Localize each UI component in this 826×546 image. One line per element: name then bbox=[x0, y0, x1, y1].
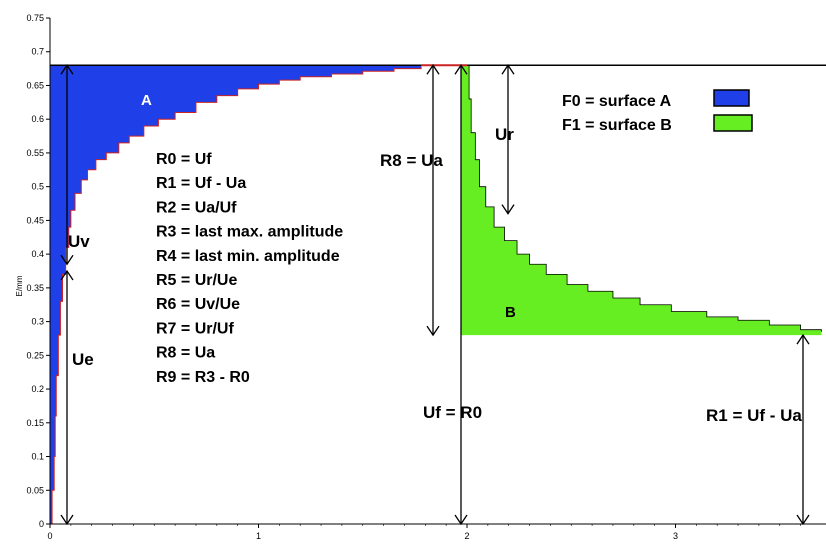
y-tick-label: 0.5 bbox=[31, 182, 44, 192]
formula-list: R0 = Uf R1 = Uf - Ua R2 = Ua/Uf R3 = last m… bbox=[156, 151, 343, 386]
r8-label: R8 = Ua bbox=[380, 151, 443, 170]
uf-label: Uf = R0 bbox=[423, 403, 482, 422]
y-tick-label: 0.3 bbox=[31, 317, 44, 327]
formula-4: R4 = last min. amplitude bbox=[156, 248, 340, 265]
arrow-head-up bbox=[501, 64, 515, 75]
x-tick-label: 2 bbox=[464, 531, 469, 541]
y-tick-label: 0.4 bbox=[31, 249, 44, 259]
arrow-head-up bbox=[796, 333, 810, 345]
formula-6: R6 = Uv/Ue bbox=[156, 296, 240, 313]
arrow-head-up bbox=[60, 64, 74, 75]
formula-3: R3 = last max. amplitude bbox=[156, 224, 343, 241]
arrow-head-down bbox=[60, 514, 74, 526]
arrow-head-up bbox=[426, 64, 440, 75]
formula-8: R8 = Ua bbox=[156, 345, 215, 362]
formula-2: R2 = Ua/Uf bbox=[156, 199, 237, 216]
chart-marks bbox=[50, 64, 826, 525]
legend-swatch-surface-b bbox=[713, 114, 753, 132]
formula-1: R1 = Uf - Ua bbox=[156, 175, 246, 192]
y-tick-label: 0.7 bbox=[31, 47, 44, 57]
x-tick-label: 1 bbox=[256, 531, 261, 541]
y-tick-label: 0 bbox=[39, 519, 44, 529]
r1-label: R1 = Uf - Ua bbox=[706, 406, 802, 425]
x-tick-label: 3 bbox=[673, 531, 678, 541]
arrow-head-up bbox=[60, 269, 74, 281]
region-a-label: A bbox=[141, 92, 152, 109]
y-tick-label: 0.2 bbox=[31, 384, 44, 394]
formula-0: R0 = Uf bbox=[156, 151, 212, 168]
y-tick-label: 0.55 bbox=[26, 148, 44, 158]
region-b-label: B bbox=[505, 304, 516, 321]
legend-label-surface-a: F0 = surface A bbox=[562, 93, 672, 110]
y-tick-label: 0.45 bbox=[26, 215, 44, 225]
y-tick-label: 0.75 bbox=[26, 13, 44, 23]
y-axis-label: E/mm bbox=[15, 275, 24, 296]
y-tick-label: 0.25 bbox=[26, 350, 44, 360]
y-tick-label: 0.05 bbox=[26, 485, 44, 495]
arrow-head-down bbox=[796, 514, 810, 526]
relaxation-curve bbox=[467, 64, 822, 332]
axes: 0 0.05 0.1 0.15 0.2 0.25 0.3 0.35 0.4 0.45 0.5 0.55… bbox=[26, 13, 826, 541]
formula-5: R5 = Ur/Ue bbox=[156, 272, 237, 289]
y-tick-label: 0.6 bbox=[31, 114, 44, 124]
y-tick-label: 0.1 bbox=[31, 452, 44, 462]
uv-label: Uv bbox=[68, 232, 90, 251]
legend-swatch-surface-a bbox=[713, 89, 750, 107]
surface-a-area bbox=[50, 65, 422, 524]
y-tick-label: 0.35 bbox=[26, 283, 44, 293]
arrow-head-up bbox=[454, 64, 468, 75]
formula-9: R9 = R3 - R0 bbox=[156, 369, 250, 386]
arrow-head-down bbox=[501, 204, 515, 215]
legend: F0 = surface A F1 = surface B bbox=[562, 89, 753, 134]
arrow-head-down bbox=[426, 325, 440, 337]
x-tick-label: 0 bbox=[47, 531, 52, 541]
legend-label-surface-b: F1 = surface B bbox=[562, 117, 672, 134]
arrow-head-down bbox=[60, 254, 74, 266]
y-tick-label: 0.65 bbox=[26, 80, 44, 90]
annotation-arrows bbox=[60, 64, 810, 526]
surface-b-area bbox=[461, 65, 822, 336]
ur-label: Ur bbox=[495, 125, 514, 144]
arrow-head-down bbox=[454, 514, 468, 526]
ue-label: Ue bbox=[72, 350, 94, 369]
loading-curve bbox=[50, 66, 422, 525]
formula-7: R7 = Ur/Uf bbox=[156, 320, 234, 337]
y-tick-label: 0.15 bbox=[26, 418, 44, 428]
